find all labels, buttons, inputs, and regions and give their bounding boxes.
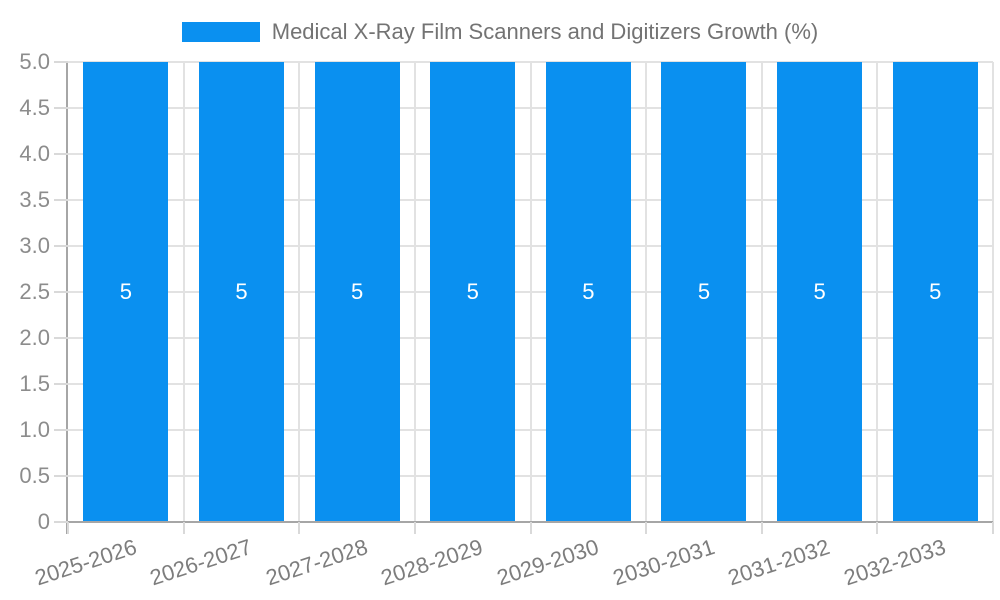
x-tick [298,522,301,534]
x-tick [645,522,648,534]
y-tick [54,153,68,155]
y-tick [54,61,68,63]
gridline-v [645,62,648,522]
bar [661,62,747,522]
x-tick-label: 2030-2031 [609,534,718,591]
y-tick [54,337,68,339]
y-tick [54,475,68,477]
bar [314,62,400,522]
x-tick [760,522,763,534]
x-tick-label: 2026-2027 [147,534,255,591]
y-tick [54,429,68,431]
bar [777,62,863,522]
bar-value-label: 5 [582,279,595,304]
x-tick-label: 2031-2032 [725,534,833,591]
y-tick-label: 4.5 [19,95,50,120]
bar-value-label: 5 [697,279,711,304]
x-tick [67,522,69,534]
x-tick [413,522,416,534]
gridline-v [529,62,532,522]
x-tick [992,522,994,534]
y-tick-label: 2.0 [19,325,50,350]
y-tick-label: 5.0 [19,49,50,74]
y-tick-label: 0 [37,509,50,534]
x-tick-label: 2032-2033 [840,534,949,591]
x-tick [529,522,532,534]
bar [198,62,284,522]
bar-value-label: 5 [119,279,132,304]
bar-value-label: 5 [235,279,248,304]
legend-swatch [181,22,260,42]
y-tick-label: 3.5 [19,187,50,212]
y-tick [54,383,68,385]
x-tick-label: 2029-2030 [493,534,602,591]
y-tick [54,521,68,523]
gridline-v [413,62,416,522]
y-tick-label: 3.0 [19,233,50,258]
y-axis-line [66,62,68,534]
bar-value-label: 5 [813,279,826,304]
y-tick-label: 1.0 [19,417,50,442]
gridline-v [760,62,763,522]
chart-legend: Medical X-Ray Film Scanners and Digitize… [0,20,1000,44]
x-tick-label: 2028-2029 [378,534,487,591]
y-tick [54,245,68,247]
gridline-v [876,62,879,522]
x-tick [876,522,879,534]
y-tick-label: 2.5 [19,279,50,304]
y-tick [54,291,68,293]
y-tick [54,199,68,201]
gridline-v [992,62,994,522]
bar-value-label: 5 [350,279,364,304]
y-tick-label: 4.0 [19,141,50,166]
gridline-v [298,62,301,522]
bar [430,62,516,522]
x-tick-label: 2025-2026 [31,534,140,591]
bar-value-label: 5 [929,279,942,304]
bar [83,62,169,522]
y-tick-label: 0.5 [19,463,50,488]
bar-value-label: 5 [466,279,479,304]
gridline-v [182,62,185,522]
legend-label: Medical X-Ray Film Scanners and Digitize… [271,19,819,44]
y-tick-label: 1.5 [19,371,50,396]
bar [545,62,631,522]
x-tick-label: 2027-2028 [262,534,371,591]
bar [892,62,978,522]
y-tick [54,107,68,109]
x-tick [182,522,185,534]
